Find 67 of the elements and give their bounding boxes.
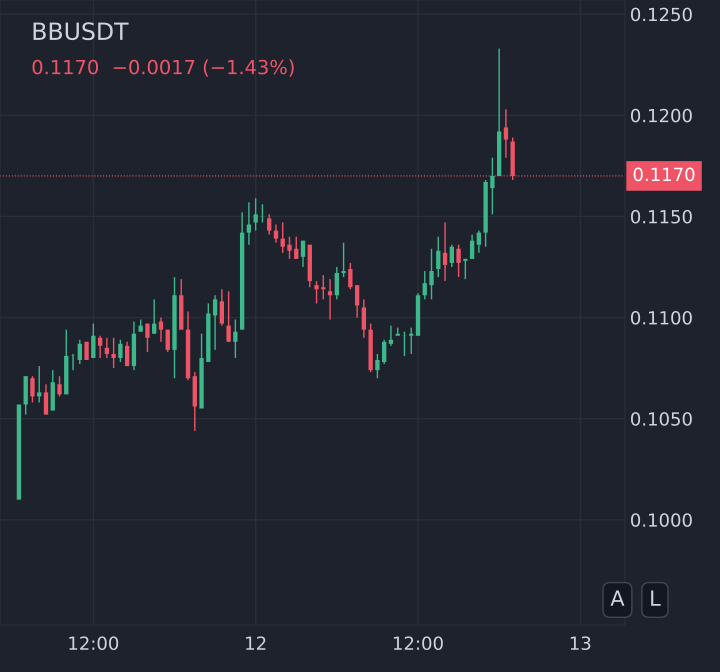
candlestick xyxy=(57,375,62,398)
candlestick xyxy=(422,270,427,300)
candlestick xyxy=(233,318,238,359)
candlestick xyxy=(220,288,224,326)
candlestick xyxy=(111,337,116,369)
candlestick xyxy=(388,324,394,347)
candlestick xyxy=(37,365,42,404)
x-tick-label: 12:00 xyxy=(69,636,118,650)
candlestick xyxy=(436,236,440,278)
candlestick xyxy=(152,298,156,334)
y-tick-label: 0.1100 xyxy=(631,310,692,325)
candlestick xyxy=(226,290,231,342)
candlestick xyxy=(375,353,380,379)
y-tick-label: 0.1200 xyxy=(631,108,692,122)
candlestick xyxy=(166,328,170,353)
candlestick xyxy=(287,236,292,260)
candlestick xyxy=(314,280,319,304)
y-tick-label: 0.1250 xyxy=(631,8,692,22)
candlestick xyxy=(450,244,454,268)
candlestick xyxy=(98,335,102,359)
candlestick xyxy=(212,294,218,351)
candlestick xyxy=(158,316,164,342)
candlestick xyxy=(294,236,298,260)
candlestick xyxy=(429,248,434,300)
candlestick xyxy=(470,234,474,260)
annotation: A xyxy=(610,590,624,606)
x-tick-label: 12:00 xyxy=(394,636,443,650)
y-tick-label: 0.1050 xyxy=(631,412,692,426)
candlestick xyxy=(30,375,35,404)
candlestick xyxy=(145,322,150,353)
candlestick xyxy=(300,240,306,268)
text: 0.1170 −0.0017 (−1.43%) xyxy=(32,59,294,77)
candlestick xyxy=(267,214,272,236)
candlestick xyxy=(260,204,265,224)
candlestick xyxy=(382,339,386,365)
candlestick xyxy=(463,258,468,280)
candlestick xyxy=(328,278,332,320)
x-tick-label: 13 xyxy=(570,636,590,650)
candlestick xyxy=(321,274,326,300)
candlestick xyxy=(104,337,110,359)
candlestick xyxy=(504,108,508,158)
candlestick xyxy=(354,284,360,318)
candlestick xyxy=(476,230,482,254)
candlestick xyxy=(409,326,414,355)
candlestick xyxy=(490,157,495,216)
ref-line-label: 0.1170 xyxy=(634,168,694,182)
candlestick xyxy=(274,224,278,244)
text: L xyxy=(651,590,661,606)
x-tick-label: 12 xyxy=(246,636,266,650)
candlestick xyxy=(341,242,346,278)
candlestick xyxy=(362,298,366,338)
text: BBUSDT xyxy=(34,22,129,40)
candlestick xyxy=(334,266,339,300)
y-tick-label: 0.1000 xyxy=(631,513,692,527)
candlestick xyxy=(280,222,285,254)
candlestick xyxy=(78,339,82,365)
candlestick xyxy=(442,222,448,282)
y-tick-label: 0.1150 xyxy=(631,210,692,224)
candlestick xyxy=(254,198,258,232)
candlestick xyxy=(246,202,252,246)
candlestick xyxy=(456,244,461,278)
candlestick xyxy=(348,262,353,290)
candlestick xyxy=(138,318,143,332)
candlestick xyxy=(118,339,123,363)
candlestick xyxy=(124,341,130,367)
candlestick xyxy=(91,322,96,359)
candlestick xyxy=(44,384,48,416)
